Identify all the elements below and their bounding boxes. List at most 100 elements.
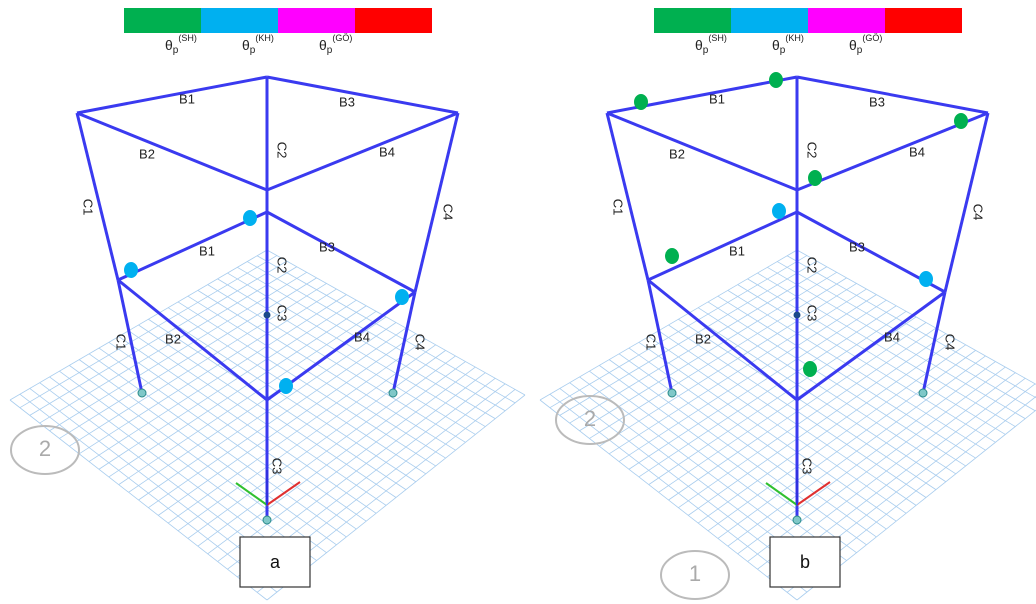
member — [646, 279, 674, 394]
member — [117, 278, 268, 402]
legend-swatch — [731, 8, 808, 33]
member-label: C4 — [971, 204, 986, 221]
legend-sub: p — [780, 45, 786, 56]
legend-label: θp (GÖ) — [849, 33, 882, 55]
node — [263, 311, 271, 319]
grid-line — [256, 255, 516, 404]
plastic-hinge — [124, 262, 138, 278]
member — [116, 279, 144, 394]
legend-sup: (GÖ) — [862, 33, 882, 43]
grid-line — [197, 290, 456, 451]
member — [391, 291, 417, 394]
member-label: B4 — [909, 144, 925, 159]
plastic-hinge — [769, 72, 783, 88]
grid-line — [747, 278, 1006, 435]
member-label: B3 — [869, 94, 885, 109]
member-label: B1 — [179, 91, 195, 106]
plastic-hinge — [243, 210, 257, 226]
grid-line — [177, 301, 436, 467]
grid-line — [707, 301, 966, 467]
legend-swatch — [654, 8, 731, 33]
grid-line — [158, 313, 417, 483]
grid-line — [688, 333, 947, 516]
member — [413, 112, 460, 293]
grid-line — [727, 355, 986, 547]
grid-line — [187, 350, 446, 539]
plastic-hinge — [634, 94, 648, 110]
member-label: B2 — [139, 146, 155, 161]
member-label: B3 — [849, 239, 865, 254]
panel-label-box — [239, 536, 311, 588]
member-label: C4 — [413, 334, 428, 351]
grid-line — [237, 266, 496, 419]
member-label: C1 — [81, 199, 96, 216]
grid-label: 2 — [39, 436, 51, 461]
legend-swatch — [124, 8, 201, 33]
axis-x — [266, 481, 301, 506]
member-label: C4 — [943, 334, 958, 351]
ground-grid — [9, 249, 526, 601]
plastic-hinge — [954, 113, 968, 129]
legend-sub: p — [857, 45, 863, 56]
grid-line — [697, 307, 956, 475]
member — [76, 111, 268, 192]
grid-line — [786, 255, 1036, 399]
member — [647, 278, 798, 402]
grid-line — [678, 318, 937, 490]
grid-line — [727, 290, 986, 451]
member — [796, 290, 946, 402]
legend-label: θp (KH) — [242, 33, 274, 55]
support — [667, 388, 677, 398]
grid-line — [148, 327, 407, 509]
support — [792, 515, 802, 525]
legend-sub: p — [250, 45, 256, 56]
legend-symbol: θ — [695, 37, 703, 53]
member-label: B4 — [354, 329, 370, 344]
legend-sup: (SH) — [708, 33, 727, 43]
grid-line — [217, 278, 476, 435]
grid-line — [796, 249, 1036, 385]
legend-sub: p — [327, 45, 333, 56]
member-label: C1 — [114, 334, 129, 351]
plastic-hinge — [665, 248, 679, 264]
member — [606, 111, 798, 192]
member — [76, 75, 268, 115]
support — [137, 388, 147, 398]
grid-line — [187, 295, 446, 459]
panel-label: b — [800, 552, 810, 572]
ground-grid — [539, 249, 1036, 601]
legend-label: θp (SH) — [165, 33, 197, 55]
member-label: B2 — [165, 331, 181, 346]
plastic-hinge — [772, 203, 786, 219]
axis-y — [765, 482, 798, 506]
frame — [75, 75, 460, 520]
member-label: C3 — [270, 458, 285, 475]
grid-line — [767, 266, 1026, 419]
member — [117, 210, 268, 282]
member-label: B2 — [669, 146, 685, 161]
legend-sup: (GÖ) — [332, 33, 352, 43]
grid-line — [247, 261, 506, 412]
member-label: B4 — [884, 329, 900, 344]
legend-sup: (KH) — [255, 33, 274, 43]
grid-line — [227, 272, 486, 427]
legend-label: θp (SH) — [695, 33, 727, 55]
member-label: C2 — [275, 257, 290, 274]
member-label: C1 — [611, 199, 626, 216]
legend-label: θp (KH) — [772, 33, 804, 55]
grid-line — [148, 318, 407, 490]
member — [647, 210, 798, 282]
grid-line — [688, 313, 947, 483]
panel-label-box — [769, 536, 841, 588]
grid-bubble — [10, 425, 80, 475]
legend-sub: p — [703, 45, 709, 56]
frame — [605, 75, 990, 520]
legend-sub: p — [173, 45, 179, 56]
member — [605, 112, 650, 281]
member-label: B1 — [729, 243, 745, 258]
grid-line — [717, 295, 976, 459]
member-label: B4 — [379, 144, 395, 159]
